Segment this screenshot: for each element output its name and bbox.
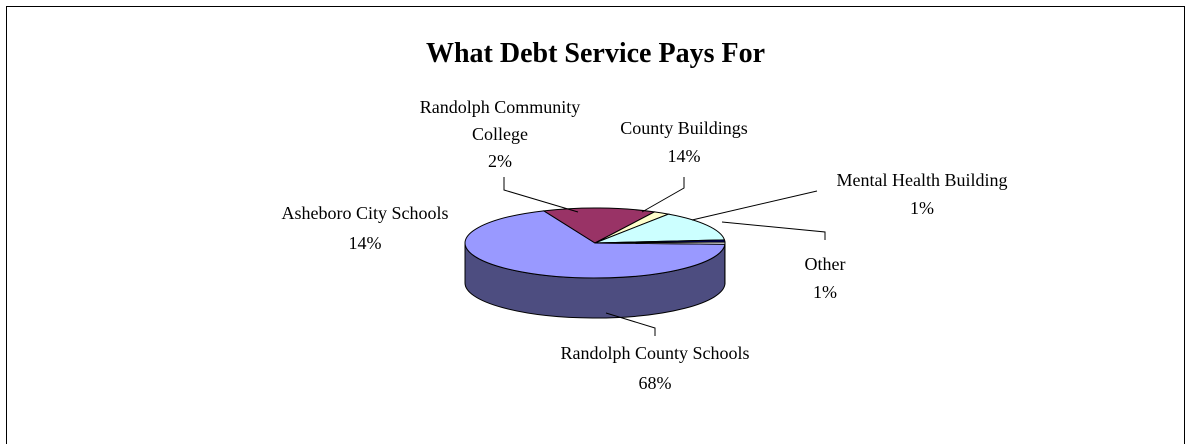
- slice-value-asheboro-city-schools: 14%: [349, 233, 382, 253]
- pie-slice-other: [594, 241, 726, 245]
- chart-frame: [6, 6, 1185, 444]
- label-county-buildings: County Buildings 14%: [620, 118, 748, 166]
- slice-name-asheboro-city-schools: Asheboro City Schools: [281, 203, 448, 223]
- leader-line-county-buildings: [641, 177, 685, 213]
- slice-name-line2-randolph-community-college: College: [472, 124, 528, 144]
- label-randolph-county-schools: Randolph County Schools 68%: [560, 343, 749, 393]
- label-other: Other 1%: [805, 254, 846, 302]
- slice-value-other: 1%: [813, 282, 837, 302]
- leader-line-mental-health-building: [691, 190, 818, 221]
- slice-value-county-buildings: 14%: [668, 146, 701, 166]
- slice-name-randolph-county-schools: Randolph County Schools: [560, 343, 749, 363]
- pie-slice-county-buildings: [594, 213, 726, 244]
- label-asheboro-city-schools: Asheboro City Schools 14%: [281, 203, 448, 253]
- leader-line-randolph-county-schools: [605, 312, 656, 336]
- label-randolph-community-college: Randolph Community College 2%: [420, 97, 581, 171]
- pie-slice-randolph-county-schools: [464, 210, 726, 279]
- slice-name-other: Other: [805, 254, 846, 274]
- slice-value-randolph-county-schools: 68%: [639, 373, 672, 393]
- slice-value-mental-health-building: 1%: [910, 198, 934, 218]
- slice-name-line1-randolph-community-college: Randolph Community: [420, 97, 581, 117]
- chart-title: What Debt Service Pays For: [425, 38, 766, 69]
- label-mental-health-building: Mental Health Building 1%: [837, 170, 1008, 218]
- slice-value-randolph-community-college: 2%: [488, 151, 512, 171]
- pie-slice-asheboro-city-schools: [542, 207, 657, 244]
- leader-line-other: [721, 221, 826, 240]
- leader-line-randolph-community-college: [503, 177, 579, 213]
- slice-name-county-buildings: County Buildings: [620, 118, 748, 138]
- slice-name-mental-health-building: Mental Health Building: [837, 170, 1008, 190]
